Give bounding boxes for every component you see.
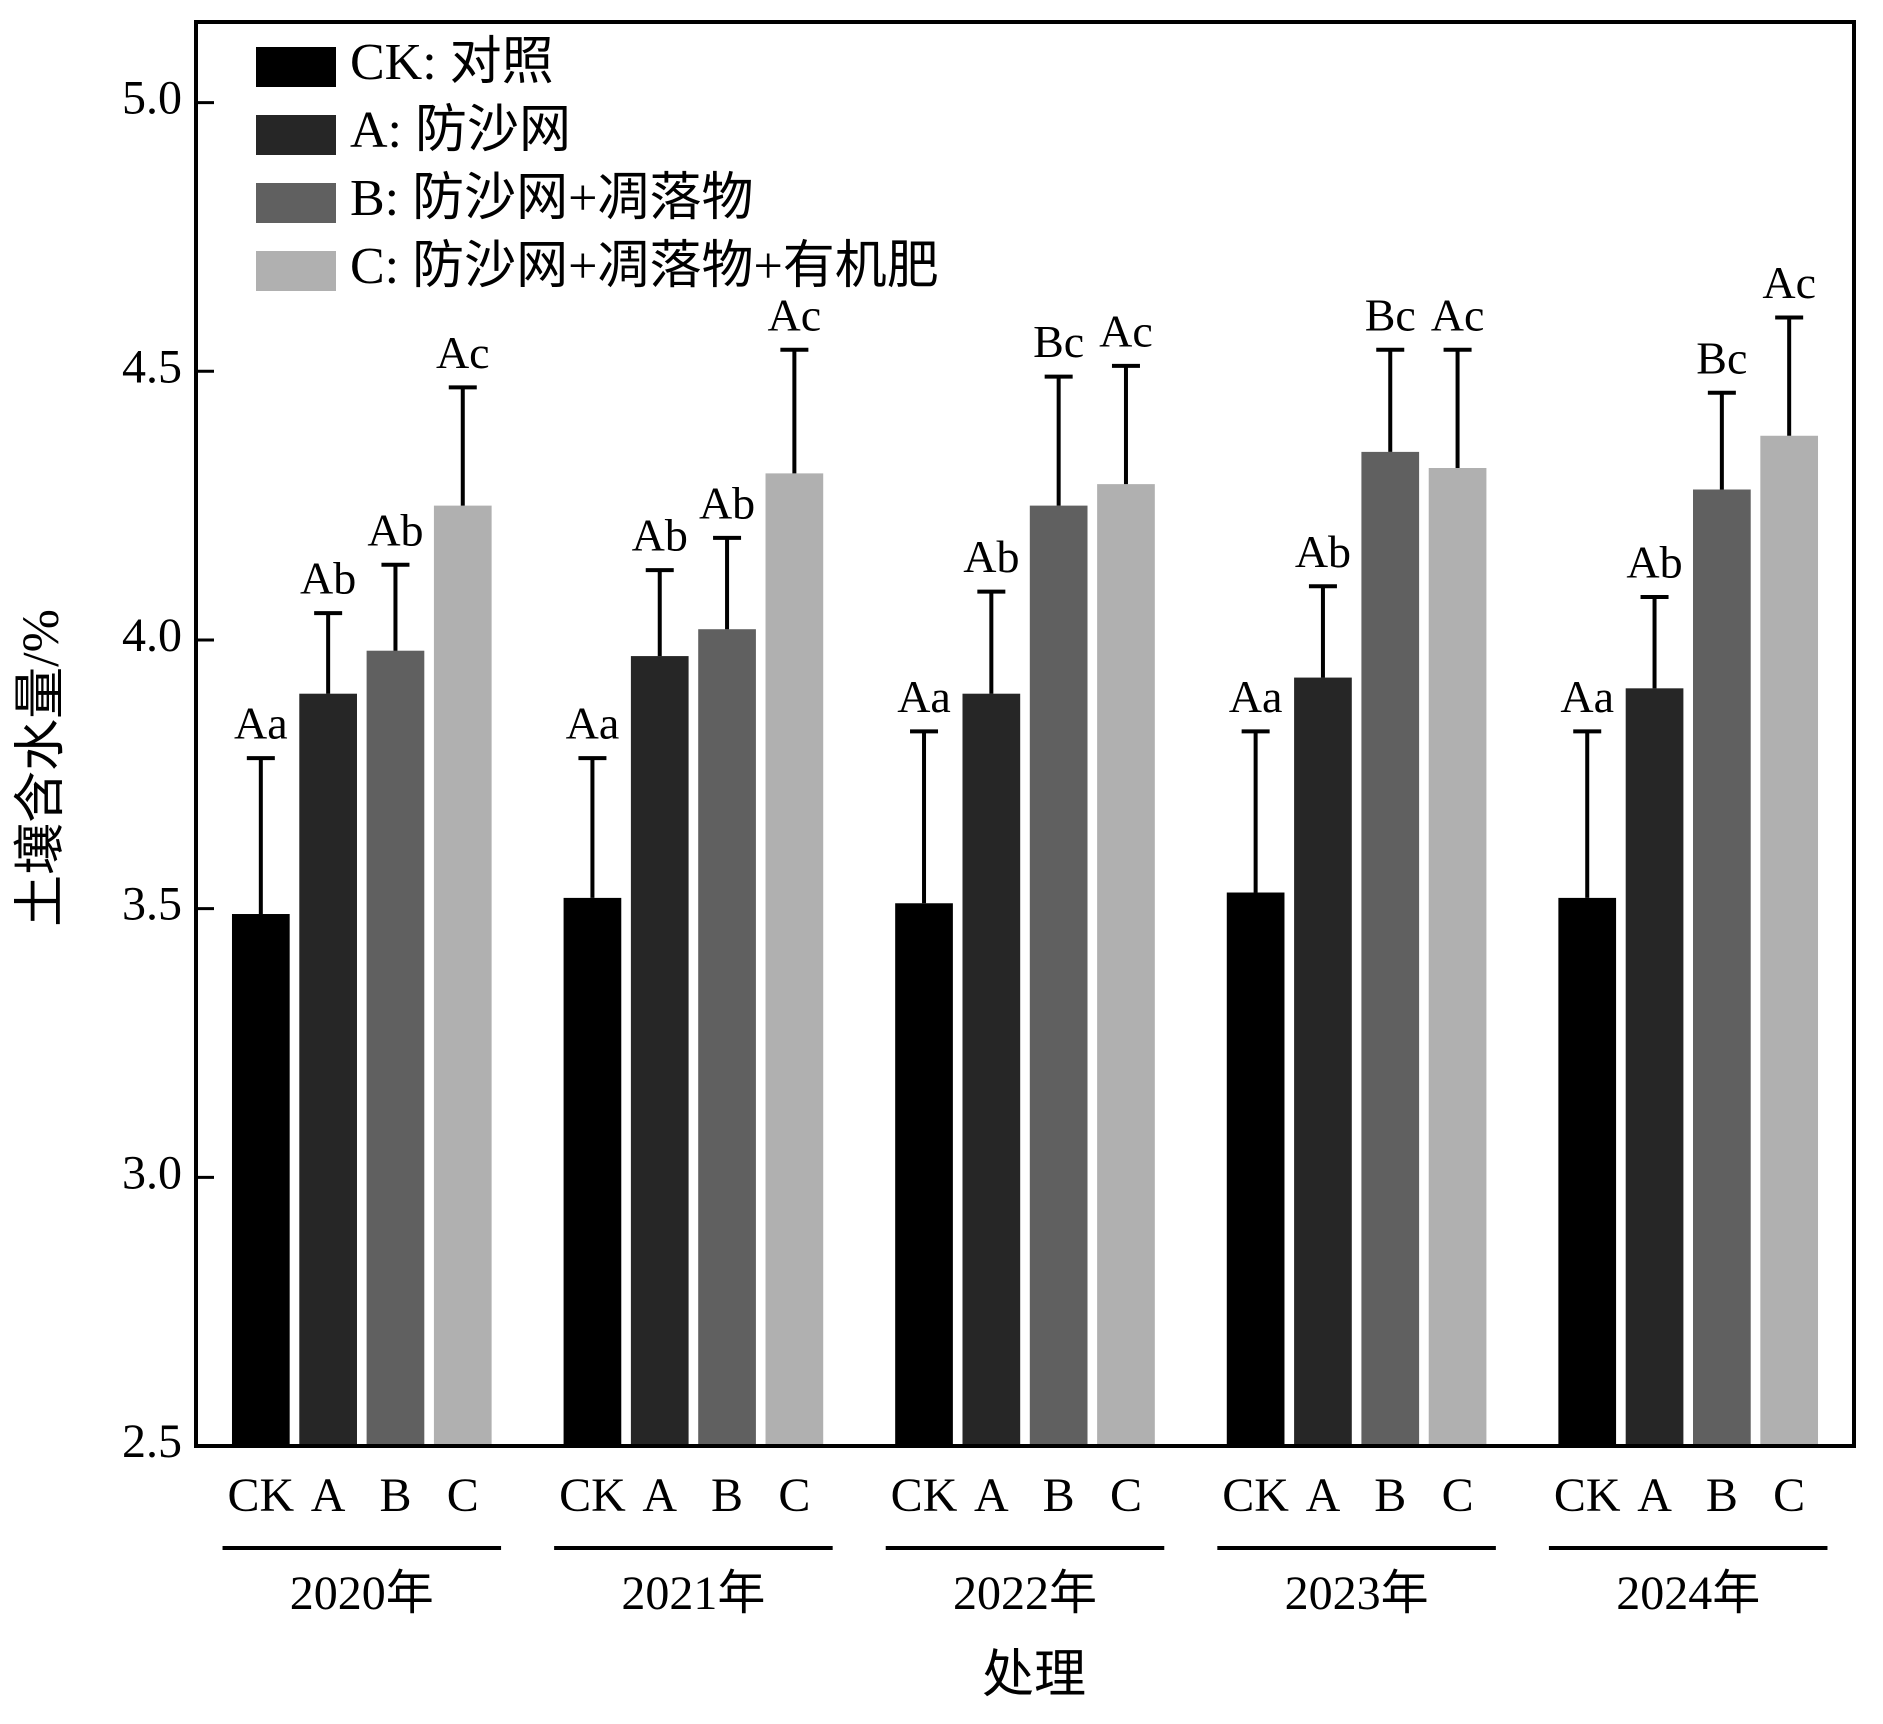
x-subtick-label: B [1043, 1469, 1075, 1522]
y-tick-label: 5.0 [122, 72, 182, 125]
legend-label: B: 防沙网+凋落物 [350, 170, 753, 227]
significance-label: Ac [768, 289, 822, 340]
y-tick-label: 3.5 [122, 878, 182, 931]
bar [299, 693, 357, 1446]
significance-label: Ab [632, 510, 688, 561]
significance-label: Ac [436, 327, 490, 378]
bar [895, 903, 953, 1446]
significance-label: Aa [566, 698, 620, 749]
bar [630, 656, 689, 1446]
significance-label: Ab [1295, 526, 1351, 577]
x-subtick-label: A [311, 1469, 346, 1522]
x-tick-label: 2022年 [953, 1567, 1097, 1620]
bar [231, 914, 290, 1446]
bar [962, 693, 1021, 1446]
y-axis-label: 土壤含水量/% [13, 609, 70, 927]
significance-label: Bc [1033, 316, 1084, 367]
bar [1693, 489, 1751, 1446]
bar [366, 650, 425, 1446]
significance-label: Ac [1099, 305, 1153, 356]
x-subtick-label: C [1110, 1469, 1142, 1522]
bar [1558, 897, 1617, 1446]
x-subtick-label: B [379, 1469, 411, 1522]
x-subtick-label: B [1706, 1469, 1738, 1522]
bar [698, 629, 756, 1446]
significance-label: Bc [1696, 332, 1747, 383]
x-tick-label: 2021年 [621, 1567, 765, 1620]
legend-label: A: 防沙网 [350, 102, 571, 159]
significance-label: Ac [1762, 257, 1816, 308]
bar [1226, 892, 1285, 1446]
x-tick-label: 2020年 [290, 1567, 434, 1620]
bar [1294, 677, 1352, 1446]
y-tick-label: 4.0 [122, 609, 182, 662]
x-tick-label: 2023年 [1285, 1567, 1429, 1620]
x-subtick-label: C [447, 1469, 479, 1522]
significance-label: Aa [234, 698, 288, 749]
legend-label: C: 防沙网+凋落物+有机肥 [350, 238, 939, 295]
legend-swatch [256, 47, 336, 87]
legend-label: CK: 对照 [350, 34, 554, 91]
bar [1428, 468, 1487, 1446]
significance-label: Ab [300, 553, 356, 604]
bar [765, 473, 824, 1447]
x-subtick-label: CK [1222, 1469, 1289, 1522]
legend-swatch [256, 183, 336, 223]
x-subtick-label: B [1374, 1469, 1406, 1522]
significance-label: Aa [1560, 671, 1614, 722]
bar [1760, 435, 1819, 1446]
x-subtick-label: C [1442, 1469, 1474, 1522]
significance-label: Ab [1626, 537, 1682, 588]
x-tick-label: 2024年 [1616, 1567, 1760, 1620]
x-subtick-label: CK [1554, 1469, 1621, 1522]
x-subtick-label: A [1306, 1469, 1341, 1522]
significance-label: Aa [1229, 671, 1283, 722]
significance-label: Bc [1365, 289, 1416, 340]
x-subtick-label: C [778, 1469, 810, 1522]
significance-label: Ab [963, 531, 1019, 582]
x-subtick-label: CK [559, 1469, 626, 1522]
legend-swatch [256, 115, 336, 155]
bar [433, 505, 492, 1446]
x-axis-label: 处理 [982, 1647, 1086, 1704]
x-subtick-label: B [711, 1469, 743, 1522]
x-subtick-label: A [974, 1469, 1009, 1522]
y-tick-label: 4.5 [122, 340, 182, 393]
significance-label: Aa [897, 671, 951, 722]
plot-frame [194, 20, 1856, 1448]
significance-label: Ac [1431, 289, 1485, 340]
legend-swatch [256, 251, 336, 291]
x-subtick-label: A [1637, 1469, 1672, 1522]
y-tick-label: 3.0 [122, 1146, 182, 1199]
x-subtick-label: CK [891, 1469, 958, 1522]
significance-label: Ab [699, 477, 755, 528]
bar [1097, 484, 1155, 1446]
x-subtick-label: C [1773, 1469, 1805, 1522]
x-subtick-label: CK [227, 1469, 294, 1522]
bar [563, 897, 622, 1446]
significance-label: Ab [367, 504, 423, 555]
bar [1625, 688, 1684, 1446]
bar [1029, 505, 1088, 1446]
y-tick-label: 2.5 [122, 1415, 182, 1468]
x-subtick-label: A [642, 1469, 677, 1522]
bar [1361, 451, 1420, 1446]
